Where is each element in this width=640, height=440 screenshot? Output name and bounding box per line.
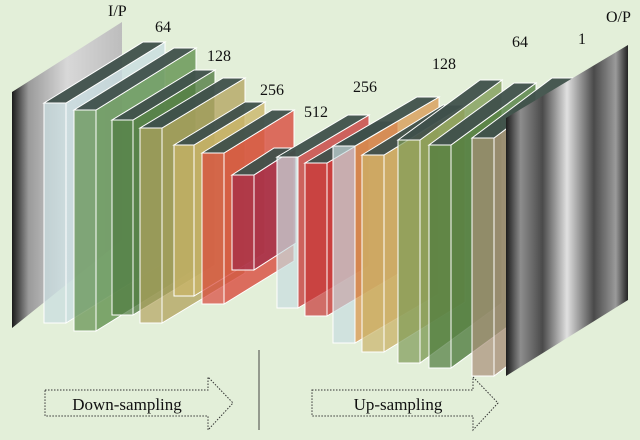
layer-front-face — [471, 137, 495, 377]
layer-label-1: 1 — [578, 31, 586, 48]
layer-front-face — [73, 109, 97, 332]
input-label: I/P — [108, 3, 127, 20]
layer-front-face — [276, 156, 299, 309]
output-xray-image — [506, 45, 628, 376]
up-sampling-arrow — [311, 375, 499, 432]
encoder-layers — [42, 41, 298, 332]
layer-label-128-down: 128 — [207, 48, 231, 65]
layer-front-face — [201, 152, 225, 305]
layer-front-face — [397, 139, 421, 364]
layer-label-256-down: 256 — [260, 82, 284, 99]
layer-front-face — [231, 174, 255, 271]
down-sampling-arrow — [44, 375, 234, 432]
layer-front-face — [111, 119, 134, 316]
layer-front-face — [361, 154, 385, 353]
layer-label-256-up: 256 — [353, 79, 377, 96]
up-sampling-label: Up-sampling — [354, 395, 443, 414]
layer-front-face — [173, 144, 195, 297]
layer-front-face — [304, 162, 328, 317]
output-label: O/P — [606, 9, 631, 26]
layer-label-64-down: 64 — [155, 19, 171, 36]
layer-front-face — [428, 144, 452, 369]
layer-front-face — [332, 145, 356, 344]
layer-label-64-up: 64 — [512, 34, 528, 51]
layer-label-128-up: 128 — [432, 56, 456, 73]
layer-front-face — [43, 102, 67, 324]
layer-front-face — [139, 127, 163, 324]
layer-label-512: 512 — [304, 104, 328, 121]
down-sampling-label: Down-sampling — [72, 395, 182, 414]
